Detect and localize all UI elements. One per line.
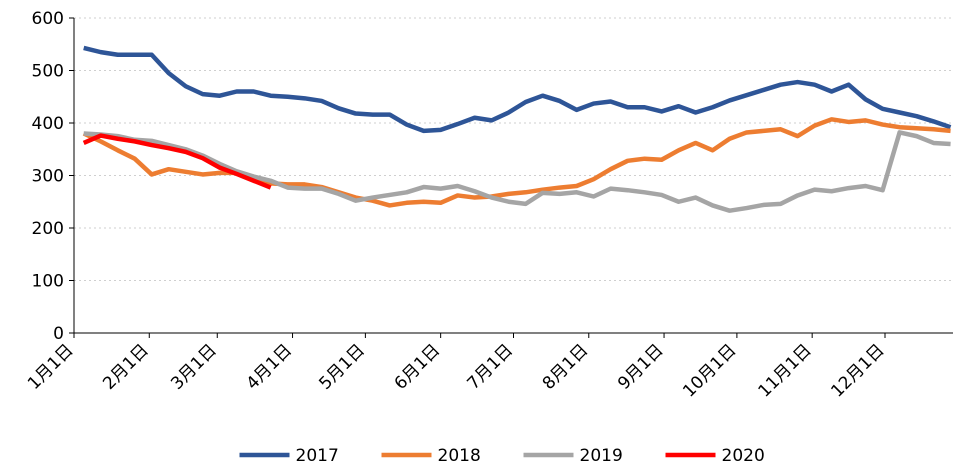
legend-label: 2020: [722, 446, 765, 466]
x-tick-label: 6月1日: [391, 340, 444, 393]
y-tick-label: 400: [32, 114, 64, 134]
x-tick-label: 10月1日: [679, 340, 740, 401]
x-tick-label: 2月1日: [99, 340, 152, 393]
series-line: [83, 130, 951, 213]
y-tick-label: 100: [32, 272, 64, 292]
legend-label: 2018: [438, 446, 481, 466]
legend-label: 2017: [296, 446, 339, 466]
x-tick-label: 5月1日: [315, 340, 368, 393]
y-tick-label: 300: [32, 167, 64, 187]
y-tick-label: 600: [32, 9, 64, 29]
x-tick-label: 12月1日: [827, 340, 888, 401]
x-tick-label: 11月1日: [755, 340, 816, 401]
series-line: [83, 45, 952, 134]
series-line: [82, 133, 272, 190]
y-tick-label: 200: [32, 219, 64, 239]
x-tick-label: 4月1日: [243, 340, 296, 393]
x-tick-label: 1月1日: [24, 340, 77, 393]
y-tick-label: 500: [32, 62, 64, 82]
legend-label: 2019: [580, 446, 623, 466]
x-tick-label: 8月1日: [539, 340, 592, 393]
x-tick-label: 3月1日: [167, 340, 220, 393]
x-tick-label: 7月1日: [464, 340, 517, 393]
y-tick-label: 0: [53, 324, 64, 344]
legend: 2017 2018 2019 2020: [239, 446, 765, 466]
x-tick-label: 9月1日: [614, 340, 667, 393]
